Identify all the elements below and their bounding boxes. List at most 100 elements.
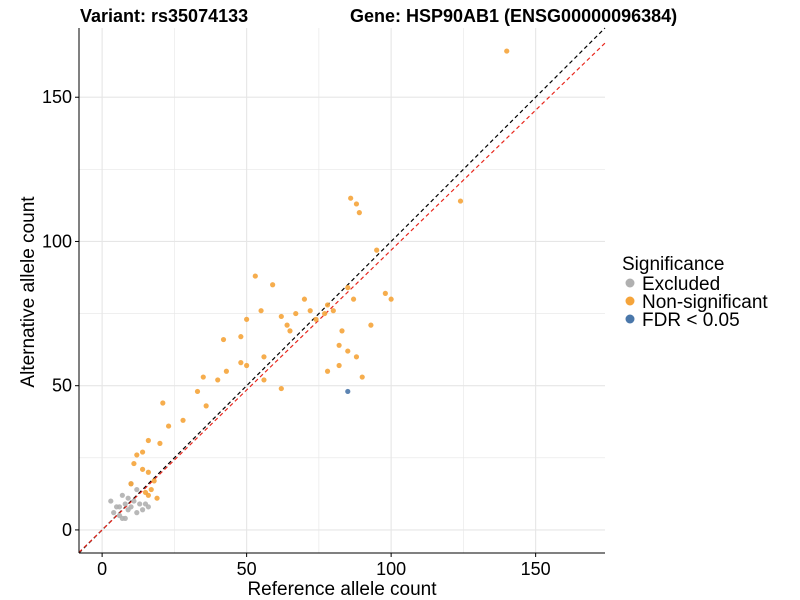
point-non-significant <box>258 308 264 314</box>
point-non-significant <box>154 495 160 501</box>
point-excluded <box>137 501 143 507</box>
point-non-significant <box>238 360 244 366</box>
point-excluded <box>134 486 140 493</box>
legend-label-excluded: Excluded <box>642 274 720 295</box>
point-non-significant <box>336 362 342 369</box>
point-excluded <box>128 504 134 510</box>
point-non-significant <box>324 368 331 374</box>
point-excluded <box>122 515 128 521</box>
point-non-significant <box>313 316 319 322</box>
point-non-significant <box>353 201 360 207</box>
point-non-significant <box>128 481 134 487</box>
point-non-significant <box>165 423 172 429</box>
point-non-significant <box>145 437 151 444</box>
point-non-significant <box>382 290 388 296</box>
point-non-significant <box>504 48 510 54</box>
y-axis-label: Alternative allele count <box>18 196 39 388</box>
point-excluded <box>125 495 131 501</box>
point-non-significant <box>238 334 244 340</box>
point-non-significant <box>194 388 201 395</box>
point-non-significant <box>307 308 313 314</box>
point-non-significant <box>353 354 360 360</box>
point-non-significant <box>293 310 299 317</box>
point-excluded <box>131 498 137 504</box>
point-non-significant <box>350 296 357 302</box>
legend-label-nonsig: Non-significant <box>642 292 768 313</box>
legend-key-excluded <box>625 278 635 288</box>
point-non-significant <box>134 452 140 458</box>
point-non-significant <box>261 354 267 360</box>
point-non-significant <box>223 368 229 374</box>
point-non-significant <box>345 285 351 291</box>
point-non-significant <box>139 466 146 472</box>
point-non-significant <box>148 486 154 493</box>
point-non-significant <box>244 362 250 369</box>
point-non-significant <box>145 469 151 475</box>
point-non-significant <box>324 302 331 308</box>
point-non-significant <box>220 336 227 343</box>
point-non-significant <box>457 198 464 204</box>
point-non-significant <box>157 440 163 446</box>
point-excluded <box>122 501 128 507</box>
point-non-significant <box>368 322 374 328</box>
y-tick-label: 0 <box>62 520 72 540</box>
point-non-significant <box>131 460 137 467</box>
point-non-significant <box>330 308 336 314</box>
point-non-significant <box>374 247 380 253</box>
point-non-significant <box>252 273 258 279</box>
x-tick-label: 150 <box>521 559 551 579</box>
chart-title-variant: Variant: rs35074133 <box>80 6 248 26</box>
point-excluded <box>111 510 117 516</box>
data-points <box>108 48 510 521</box>
point-non-significant <box>203 403 209 409</box>
x-tick-label: 100 <box>376 559 406 579</box>
point-non-significant <box>287 328 293 334</box>
point-excluded <box>142 501 149 507</box>
legend-title: Significance <box>622 254 724 275</box>
point-non-significant <box>200 374 206 380</box>
reference-line-fit <box>78 42 606 553</box>
axes: 0 50 100 150 0 50 100 150 <box>42 28 605 579</box>
point-excluded <box>134 510 140 516</box>
point-non-significant <box>359 374 365 380</box>
chart-title-gene: Gene: HSP90AB1 (ENSG00000096384) <box>350 6 677 26</box>
x-tick-label: 50 <box>237 559 257 579</box>
point-fdr-0-05 <box>345 388 351 395</box>
legend-key-fdr <box>625 314 635 324</box>
point-non-significant <box>180 417 186 423</box>
legend-key-nonsig <box>625 296 635 306</box>
point-excluded <box>108 498 114 504</box>
point-excluded <box>116 504 123 510</box>
point-non-significant <box>336 342 342 348</box>
point-non-significant <box>270 282 276 288</box>
point-non-significant <box>301 296 308 302</box>
point-non-significant <box>261 377 267 383</box>
point-non-significant <box>348 195 354 201</box>
point-non-significant <box>244 316 250 322</box>
point-non-significant <box>356 210 362 216</box>
point-non-significant <box>278 385 284 392</box>
point-non-significant <box>322 310 328 317</box>
legend-label-fdr: FDR < 0.05 <box>642 310 740 331</box>
point-non-significant <box>345 348 351 354</box>
legend: Significance Excluded Non-significant FD… <box>622 254 768 331</box>
x-tick-label: 0 <box>97 559 107 579</box>
reference-lines <box>78 27 606 554</box>
point-non-significant <box>278 313 284 320</box>
point-non-significant <box>160 400 166 406</box>
point-non-significant <box>284 322 290 328</box>
y-tick-label: 150 <box>42 87 72 107</box>
y-tick-label: 50 <box>52 376 72 396</box>
point-non-significant <box>215 377 221 383</box>
point-non-significant <box>339 328 345 334</box>
y-tick-label: 100 <box>42 231 72 251</box>
point-excluded <box>119 492 125 498</box>
point-non-significant <box>142 489 149 496</box>
point-non-significant <box>139 449 146 455</box>
point-non-significant <box>151 478 157 484</box>
reference-line-identity <box>78 27 606 554</box>
x-axis-label: Reference allele count <box>247 579 437 600</box>
grid <box>79 28 605 553</box>
point-non-significant <box>388 296 394 302</box>
